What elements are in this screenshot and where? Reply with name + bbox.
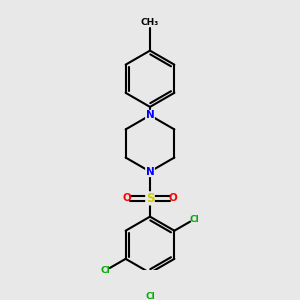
Text: S: S [146, 192, 154, 205]
Text: N: N [146, 110, 154, 120]
Text: Cl: Cl [145, 292, 155, 300]
Text: CH₃: CH₃ [141, 18, 159, 27]
Text: O: O [169, 194, 177, 203]
Text: Cl: Cl [100, 266, 110, 275]
Text: Cl: Cl [190, 214, 200, 224]
Text: O: O [123, 194, 131, 203]
Text: N: N [146, 167, 154, 177]
